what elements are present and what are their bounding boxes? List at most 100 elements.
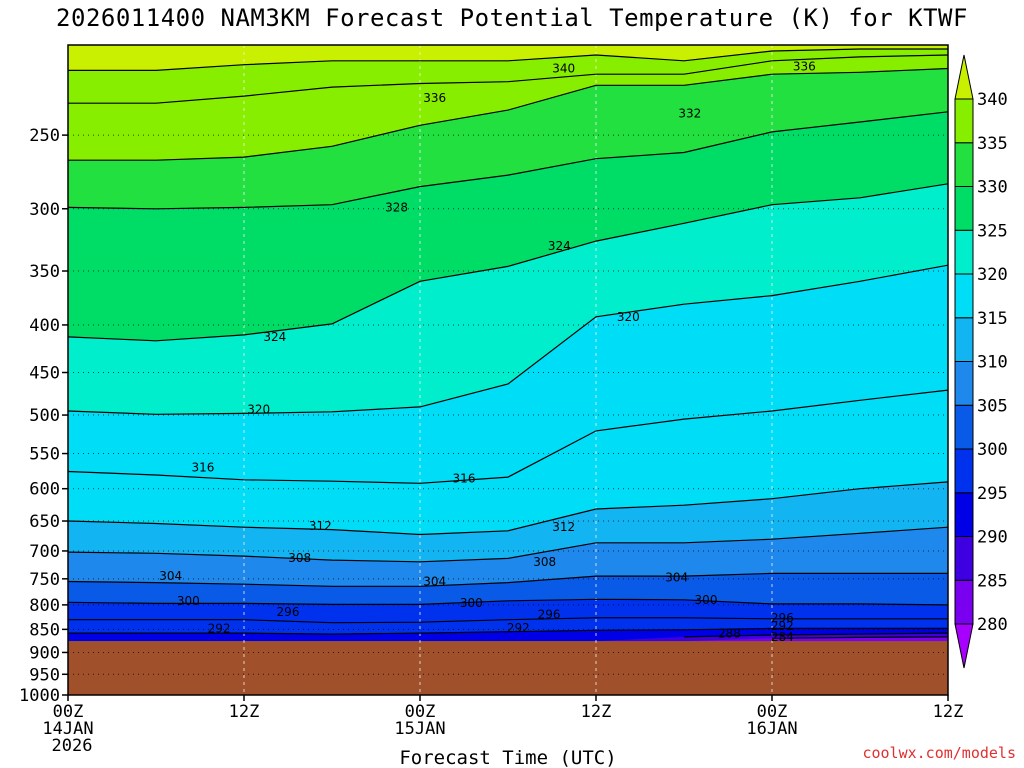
isentrope-316 <box>68 389 948 484</box>
contour-label: 316 <box>191 460 214 474</box>
isentrope-324 <box>68 183 948 342</box>
colorbar-swatch <box>954 361 974 406</box>
contour-label: 324 <box>263 330 286 344</box>
isentrope-304 <box>68 572 948 587</box>
isentrope-336 <box>68 54 948 104</box>
contour-label: 284 <box>771 630 794 644</box>
x-tick-label: 00Z <box>405 702 436 722</box>
contour-label: 308 <box>533 555 556 569</box>
colorbar-swatch <box>954 186 974 231</box>
contour-labels: 340 336 336 332 328 324 324 320 320 316 316 312 312 3… <box>159 60 816 644</box>
colorbar-label: 315 <box>977 309 1008 329</box>
x-tick-label: 12Z <box>933 702 964 722</box>
colorbar-swatch <box>954 536 974 581</box>
x-tick-label: 00Z <box>757 702 788 722</box>
colorbar-label: 325 <box>977 221 1008 241</box>
x-tick-label: 14JAN <box>42 719 93 739</box>
theta-fill-layers <box>68 49 948 642</box>
contour-label: 340 <box>552 62 575 76</box>
contour-label: 296 <box>277 605 300 619</box>
colorbar-swatch <box>954 142 974 187</box>
colorbar-label: 310 <box>977 353 1008 373</box>
theta-band-288 <box>68 633 948 642</box>
colorbar-label: 280 <box>977 615 1008 635</box>
x-tick-label: 12Z <box>229 702 260 722</box>
y-tick-label: 550 <box>29 445 60 465</box>
x-tick-label: 00Z <box>53 702 84 722</box>
colorbar-legend: 280 285 290 295 300 305 310 315 320 325 330 335 340 <box>954 54 1008 669</box>
isentrope-332 <box>68 67 948 161</box>
colorbar-swatch <box>954 579 974 625</box>
isentrope-300 <box>68 598 948 606</box>
x-tick-label: 12Z <box>581 702 612 722</box>
colorbar-label: 340 <box>977 90 1008 110</box>
colorbar-swatch <box>954 492 974 537</box>
isentrope-288 <box>683 632 948 638</box>
colorbar-label: 305 <box>977 396 1008 416</box>
isentrope-312 <box>68 481 948 536</box>
colorbar-swatch <box>954 404 974 450</box>
colorbar-swatch <box>954 229 974 275</box>
colorbar-label: 320 <box>977 265 1008 285</box>
y-tick-label: 750 <box>29 570 60 590</box>
contour-label: 296 <box>771 611 794 625</box>
colorbar-label: 285 <box>977 571 1008 591</box>
colorbar-swatch <box>954 448 974 494</box>
isentrope-320 <box>68 264 948 415</box>
y-tick-label: 800 <box>29 596 60 616</box>
contour-label: 320 <box>247 402 270 416</box>
y-tick-label: 400 <box>29 316 60 336</box>
contour-label: 300 <box>177 594 200 608</box>
colorbar-label: 335 <box>977 134 1008 154</box>
colorbar-label: 295 <box>977 484 1008 504</box>
contour-label: 316 <box>453 471 476 485</box>
contour-label: 304 <box>423 574 446 588</box>
y-tick-label: 350 <box>29 262 60 282</box>
y-tick-label: 1000 <box>19 686 60 706</box>
y-tick-label: 600 <box>29 480 60 500</box>
colorbar-top-arrow <box>954 54 974 100</box>
contour-label: 312 <box>309 519 332 533</box>
y-tick-label: 950 <box>29 665 60 685</box>
contour-label: 296 <box>538 607 561 621</box>
contour-label: 312 <box>552 520 575 534</box>
colorbar-label: 300 <box>977 440 1008 460</box>
colorbar-swatch <box>954 98 974 144</box>
contour-label: 320 <box>617 310 640 324</box>
contour-label: 328 <box>385 200 408 214</box>
contour-label: 292 <box>771 619 794 633</box>
isentrope-296 <box>68 617 948 624</box>
contour-label: 292 <box>507 621 530 635</box>
colorbar-bottom-arrow <box>954 623 974 669</box>
y-tick-label: 650 <box>29 512 60 532</box>
y-tick-label: 300 <box>29 200 60 220</box>
ground-layer <box>68 641 948 695</box>
contour-label: 336 <box>423 91 446 105</box>
contour-label: 300 <box>695 593 718 607</box>
x-tick-label: 2026 <box>52 736 93 756</box>
y-tick-label: 900 <box>29 643 60 663</box>
isentrope-308 <box>68 526 948 563</box>
plot-border <box>67 44 949 696</box>
chart-title: 2026011400 NAM3KM Forecast Potential Tem… <box>56 4 968 32</box>
theta-band-284 <box>68 636 948 642</box>
y-tick-label: 850 <box>29 620 60 640</box>
x-tick-label: 16JAN <box>746 719 797 739</box>
contour-label: 288 <box>718 627 741 641</box>
x-axis-title: Forecast Time (UTC) <box>399 747 616 768</box>
contour-label: 308 <box>288 551 311 565</box>
plot-frame <box>67 44 949 696</box>
colorbar-label: 290 <box>977 528 1008 548</box>
y-tick-label: 700 <box>29 542 60 562</box>
contour-label: 304 <box>665 571 688 585</box>
y-axis: 250 300 350 400 450 500 550 600 650 700 750 800 850 9… <box>19 126 68 706</box>
contour-label: 324 <box>548 239 571 253</box>
isentrope-contours <box>68 48 948 639</box>
contour-label: 336 <box>793 60 816 74</box>
credit-link[interactable]: coolwx.com/models <box>862 744 1016 762</box>
y-tick-label: 250 <box>29 126 60 146</box>
contour-label: 332 <box>678 107 701 121</box>
ground-fill <box>68 641 948 695</box>
